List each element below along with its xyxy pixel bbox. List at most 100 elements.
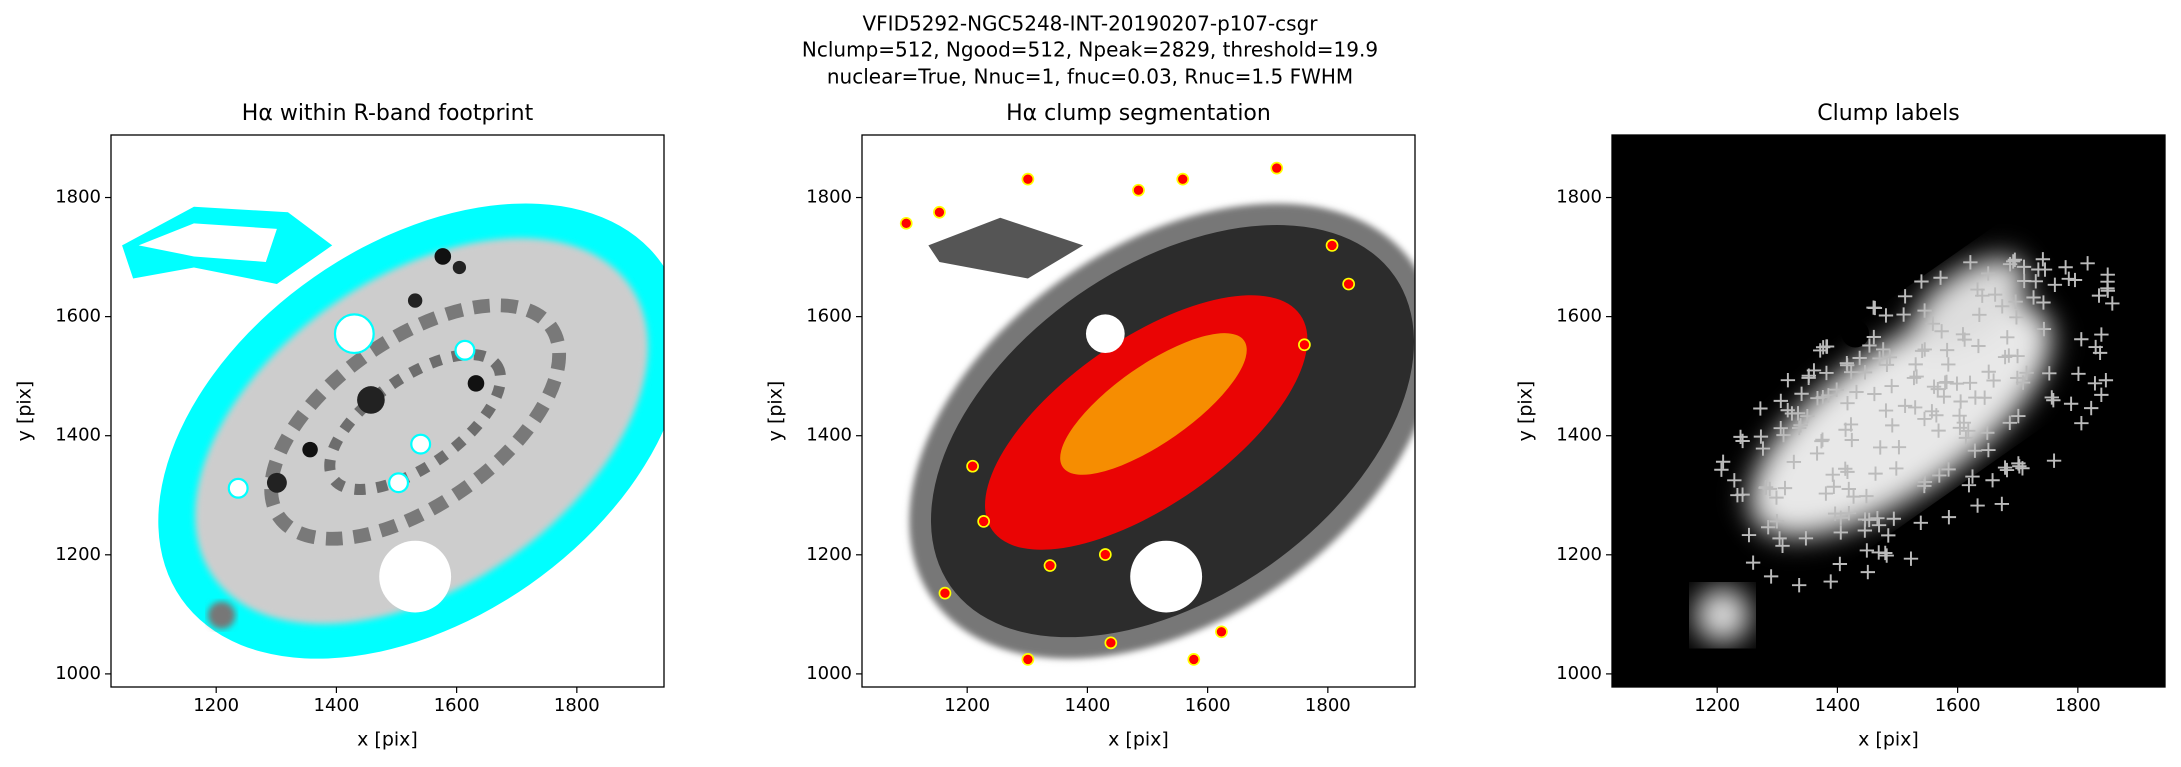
marker [1914, 343, 1930, 359]
marker [1917, 411, 1932, 427]
marker [1926, 379, 1942, 394]
marker [1775, 538, 1790, 554]
marker [1730, 488, 1745, 503]
marker [1753, 429, 1769, 444]
marker [1981, 266, 1996, 281]
marker [1917, 342, 1932, 357]
marker [1968, 390, 1983, 405]
marker [1955, 327, 1971, 342]
marker [2031, 262, 2046, 277]
marker [1773, 421, 1788, 436]
marker [1755, 441, 1771, 456]
marker [1981, 442, 1996, 458]
marker [1999, 462, 2015, 478]
marker [2091, 288, 2107, 303]
y-tick-label: 1000 [1556, 663, 1602, 684]
marker [2019, 365, 2034, 380]
marker [1769, 514, 1785, 529]
marker [1953, 394, 1968, 409]
y-tick-label: 1200 [1556, 544, 1602, 565]
axes-title: Clump labels [1817, 101, 1959, 126]
x-tick-label: 1600 [1185, 695, 1231, 716]
marker [2036, 321, 2052, 337]
y-tick-label: 1200 [806, 544, 852, 565]
marker [2094, 387, 2109, 403]
y-tick-label: 1600 [55, 306, 101, 327]
y-tick-label: 1400 [55, 425, 101, 446]
marker [1985, 473, 2000, 488]
marker [2098, 373, 2114, 388]
axes-title: Hα clump segmentation [1006, 101, 1271, 126]
y-axis-label: y [pix] [14, 381, 36, 442]
marker [2084, 400, 2099, 416]
marker [1838, 461, 1853, 476]
marker [1832, 556, 1848, 572]
marker [1792, 420, 1807, 436]
marker [1761, 520, 1776, 535]
y-tick-label: 1800 [1556, 187, 1602, 208]
x-axis-label: x [pix] [1858, 729, 1919, 751]
marker [1909, 369, 1924, 384]
labels-image [1612, 135, 2165, 687]
marker [1715, 454, 1731, 469]
marker [2026, 290, 2041, 305]
marker [1932, 468, 1947, 483]
marker [1941, 509, 1957, 525]
marker [1970, 498, 1985, 513]
marker [1859, 543, 1875, 558]
marker [2002, 415, 2017, 430]
marker [1741, 527, 1757, 543]
marker [1844, 432, 1860, 448]
x-tick-label: 1800 [1305, 695, 1351, 716]
marker [2063, 396, 2079, 411]
x-tick-label: 1200 [1694, 695, 1740, 716]
marker [1745, 555, 1761, 570]
marker [1814, 434, 1829, 449]
marker [1917, 303, 1932, 318]
y-tick-label: 1400 [806, 425, 852, 446]
marker [1878, 545, 1893, 561]
marker [1925, 316, 1941, 331]
axes-title: Hα within R-band footprint [242, 101, 534, 126]
marker [2080, 256, 2095, 271]
marker [2058, 260, 2073, 275]
marker [1913, 515, 1928, 530]
marker [2074, 416, 2089, 431]
marker [2006, 254, 2021, 269]
marker [1941, 462, 1956, 477]
marker [1885, 418, 1900, 433]
marker [2071, 366, 2086, 381]
marker [1846, 489, 1861, 504]
x-tick-label: 1400 [1065, 695, 1111, 716]
marker [2088, 339, 2103, 355]
x-tick-label: 1600 [1935, 695, 1981, 716]
marker [1794, 386, 1809, 401]
y-tick-label: 1000 [55, 663, 101, 684]
marker [2044, 390, 2059, 405]
y-tick-label: 1400 [1556, 425, 1602, 446]
marker [1963, 255, 1978, 270]
marker [1962, 375, 1978, 390]
marker [2035, 252, 2051, 267]
marker [2015, 375, 2031, 390]
suptitle: Nclump=512, Ngood=512, Npeak=2829, thres… [802, 38, 1378, 62]
marker [2087, 376, 2103, 391]
marker [1952, 420, 1968, 435]
marker [1819, 365, 1834, 381]
marker [1889, 461, 1904, 476]
suptitle: VFID5292-NGC5248-INT-20190207-p107-csgr [862, 12, 1318, 36]
marker [1868, 466, 1883, 481]
y-tick-label: 1600 [1556, 306, 1602, 327]
x-tick-label: 1400 [1815, 695, 1861, 716]
marker [1933, 270, 1948, 285]
marker [1908, 357, 1923, 372]
marker [2105, 296, 2120, 311]
marker [1972, 307, 1987, 322]
marker [1786, 454, 1802, 470]
x-tick-label: 1800 [2055, 695, 2101, 716]
marker [1949, 376, 1965, 391]
marker [1826, 479, 1842, 494]
marker [1843, 417, 1859, 432]
marker [1961, 478, 1977, 493]
y-axis-label: y [pix] [765, 381, 787, 442]
